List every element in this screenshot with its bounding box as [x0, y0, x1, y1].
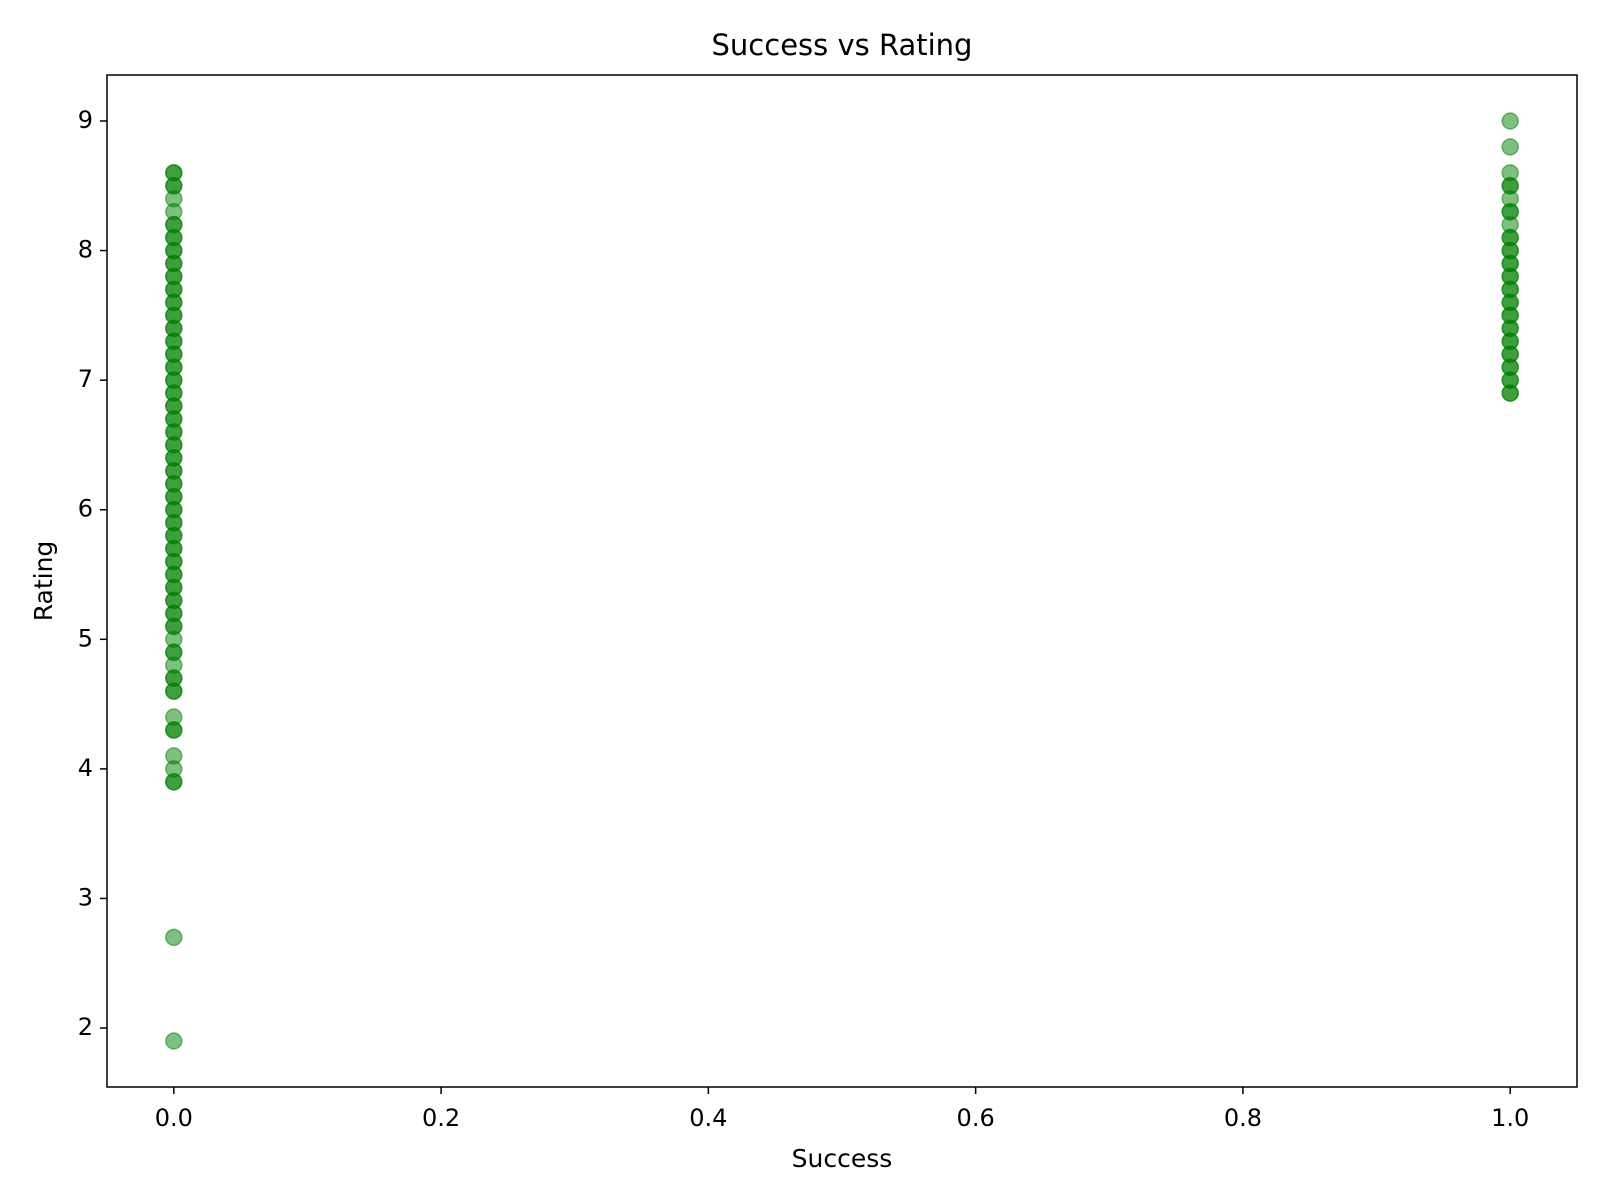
- point: [1501, 164, 1519, 182]
- point: [165, 164, 183, 182]
- x-axis-label: Success: [792, 1144, 893, 1173]
- y-tick-label: 9: [78, 106, 93, 134]
- y-tick-label: 8: [78, 236, 93, 264]
- y-tick-label: 2: [78, 1013, 93, 1041]
- x-tick-label: 0.4: [689, 1104, 727, 1132]
- plot-frame: [106, 74, 1578, 1088]
- y-tick-label: 6: [78, 495, 93, 523]
- point: [165, 1032, 183, 1050]
- y-tick-label: 5: [78, 624, 93, 652]
- y-axis-label: Rating: [29, 541, 58, 622]
- point: [1501, 138, 1519, 156]
- point: [165, 747, 183, 765]
- y-tick-label: 7: [78, 365, 93, 393]
- point: [165, 708, 183, 726]
- x-tick-label: 0.6: [957, 1104, 995, 1132]
- y-tick-label: 3: [78, 883, 93, 911]
- y-tick-label: 4: [78, 754, 93, 782]
- x-tick-label: 0.0: [155, 1104, 193, 1132]
- x-tick-label: 0.2: [422, 1104, 460, 1132]
- point: [1501, 112, 1519, 130]
- chart-title: Success vs Rating: [712, 28, 973, 62]
- x-tick-label: 0.8: [1224, 1104, 1262, 1132]
- x-tick-label: 1.0: [1491, 1104, 1529, 1132]
- point: [165, 928, 183, 947]
